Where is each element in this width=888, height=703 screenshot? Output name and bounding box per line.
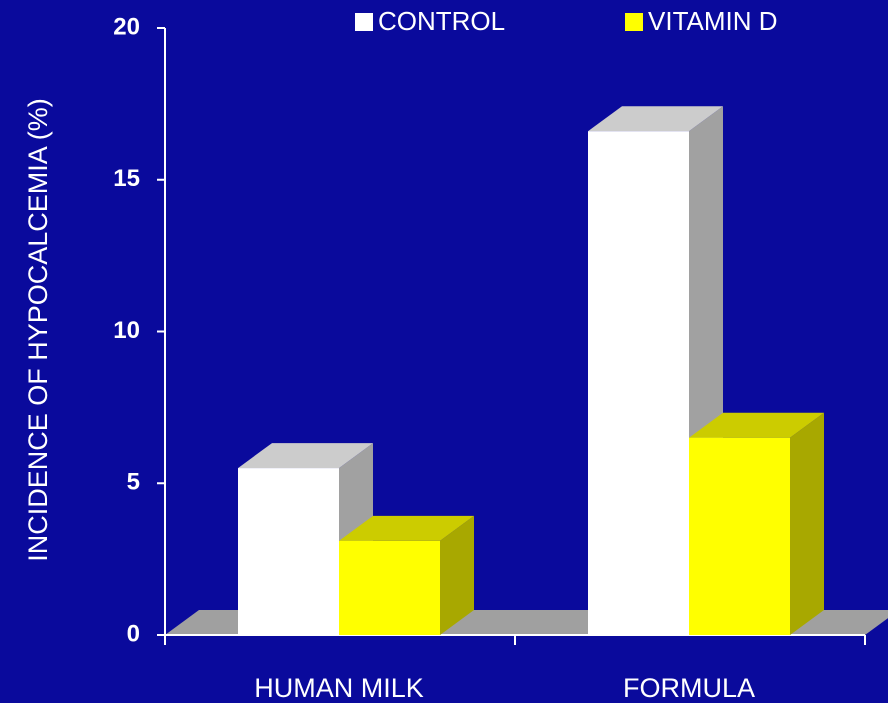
bar-top	[588, 106, 723, 132]
y-tick-label: 0	[127, 620, 140, 647]
bar-front	[588, 131, 689, 635]
bar	[339, 515, 474, 635]
legend-label: CONTROL	[378, 6, 505, 36]
x-tick-label: HUMAN MILK	[254, 673, 424, 703]
legend-label: VITAMIN D	[648, 6, 778, 36]
y-tick-label: 20	[113, 13, 140, 40]
y-tick-label: 5	[127, 469, 140, 496]
bar-front	[339, 540, 440, 635]
legend-swatch	[625, 13, 643, 31]
bar	[689, 412, 824, 635]
bar-top	[689, 412, 824, 438]
y-tick-label: 15	[113, 165, 140, 192]
bar-side	[790, 412, 824, 635]
legend-swatch	[355, 13, 373, 31]
y-tick-label: 10	[113, 317, 140, 344]
bar-top	[339, 515, 474, 541]
bar	[588, 106, 723, 635]
bar-top	[238, 443, 373, 469]
x-tick-label: FORMULA	[623, 673, 755, 703]
bar-side	[440, 515, 474, 635]
y-axis-label: INCIDENCE OF HYPOCALCEMIA (%)	[23, 98, 53, 562]
bar-front	[689, 437, 790, 635]
bar-front	[238, 468, 339, 635]
